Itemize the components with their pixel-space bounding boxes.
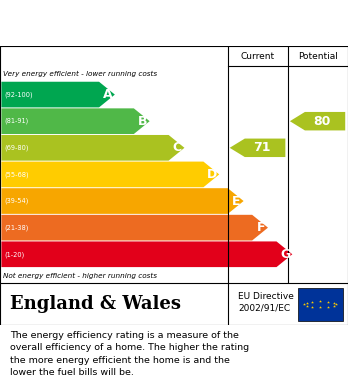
Text: 71: 71 [253, 141, 270, 154]
Text: C: C [173, 141, 182, 154]
Text: (1-20): (1-20) [4, 251, 24, 258]
Text: EU Directive
2002/91/EC: EU Directive 2002/91/EC [238, 292, 294, 313]
Text: Potential: Potential [298, 52, 338, 61]
Text: E: E [232, 195, 241, 208]
Text: (21-38): (21-38) [4, 224, 29, 231]
Text: (69-80): (69-80) [4, 145, 29, 151]
Polygon shape [1, 135, 184, 161]
Text: (92-100): (92-100) [4, 91, 33, 98]
Text: England & Wales: England & Wales [10, 295, 181, 314]
Polygon shape [1, 215, 268, 240]
Polygon shape [230, 138, 285, 157]
Text: (39-54): (39-54) [4, 198, 29, 204]
Text: A: A [103, 88, 112, 101]
Text: G: G [280, 248, 290, 261]
Polygon shape [1, 161, 219, 187]
Polygon shape [1, 188, 244, 214]
Text: B: B [138, 115, 147, 128]
Text: D: D [207, 168, 217, 181]
Text: F: F [256, 221, 265, 234]
Polygon shape [1, 108, 150, 134]
Text: The energy efficiency rating is a measure of the
overall efficiency of a home. T: The energy efficiency rating is a measur… [10, 330, 250, 377]
Text: Current: Current [241, 52, 275, 61]
Polygon shape [1, 82, 115, 108]
Polygon shape [290, 112, 345, 131]
Text: 80: 80 [313, 115, 330, 128]
Text: Not energy efficient - higher running costs: Not energy efficient - higher running co… [3, 273, 158, 279]
Text: Very energy efficient - lower running costs: Very energy efficient - lower running co… [3, 71, 158, 77]
Text: (55-68): (55-68) [4, 171, 29, 178]
Polygon shape [1, 241, 292, 267]
Text: Energy Efficiency Rating: Energy Efficiency Rating [10, 14, 239, 32]
Text: (81-91): (81-91) [4, 118, 29, 124]
Bar [298, 288, 343, 321]
